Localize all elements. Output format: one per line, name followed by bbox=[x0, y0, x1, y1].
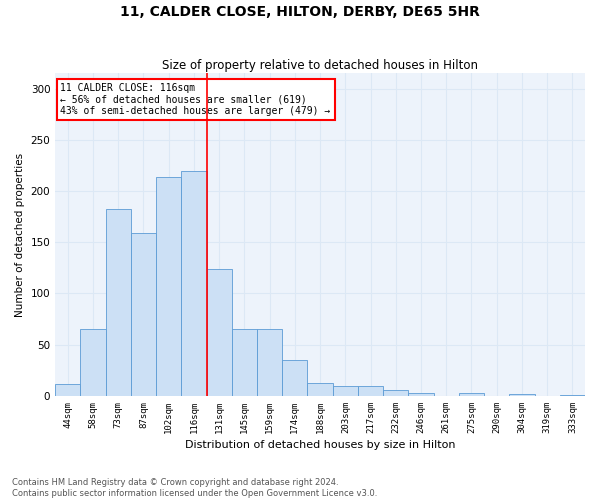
Title: Size of property relative to detached houses in Hilton: Size of property relative to detached ho… bbox=[162, 59, 478, 72]
Text: Contains HM Land Registry data © Crown copyright and database right 2024.
Contai: Contains HM Land Registry data © Crown c… bbox=[12, 478, 377, 498]
Bar bbox=[257, 330, 282, 396]
Bar bbox=[106, 210, 131, 396]
Bar bbox=[560, 395, 585, 396]
Bar bbox=[282, 360, 307, 396]
Bar bbox=[459, 393, 484, 396]
Bar bbox=[181, 170, 206, 396]
Bar bbox=[206, 269, 232, 396]
Text: 11 CALDER CLOSE: 116sqm
← 56% of detached houses are smaller (619)
43% of semi-d: 11 CALDER CLOSE: 116sqm ← 56% of detache… bbox=[61, 83, 331, 116]
Bar bbox=[80, 330, 106, 396]
Bar bbox=[358, 386, 383, 396]
Y-axis label: Number of detached properties: Number of detached properties bbox=[15, 152, 25, 316]
Bar bbox=[509, 394, 535, 396]
Bar bbox=[307, 382, 332, 396]
Bar bbox=[55, 384, 80, 396]
X-axis label: Distribution of detached houses by size in Hilton: Distribution of detached houses by size … bbox=[185, 440, 455, 450]
Bar bbox=[131, 233, 156, 396]
Text: 11, CALDER CLOSE, HILTON, DERBY, DE65 5HR: 11, CALDER CLOSE, HILTON, DERBY, DE65 5H… bbox=[120, 5, 480, 19]
Bar bbox=[156, 176, 181, 396]
Bar bbox=[232, 330, 257, 396]
Bar bbox=[409, 393, 434, 396]
Bar bbox=[383, 390, 409, 396]
Bar bbox=[332, 386, 358, 396]
